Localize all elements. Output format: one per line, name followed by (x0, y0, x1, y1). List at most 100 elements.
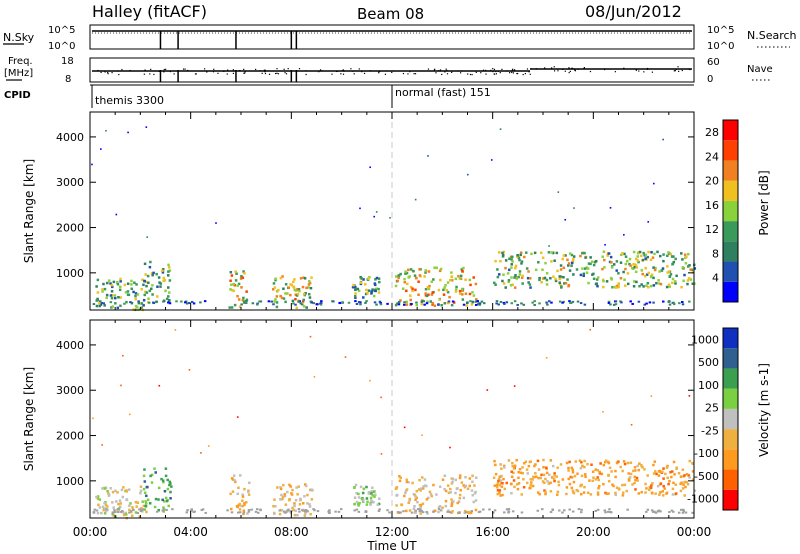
near-range-cell (354, 300, 357, 303)
echo-cell-6 (636, 259, 640, 262)
echo-cell-5 (454, 290, 458, 293)
power-colorbar-label: Power [dB] (757, 170, 771, 235)
echo-cell-5 (466, 487, 470, 491)
echo-cell-1 (150, 287, 153, 291)
echo-cell-3 (275, 305, 279, 309)
echo-cell-6 (510, 258, 513, 261)
echo-cell-6 (673, 280, 677, 283)
echo-cell-4 (356, 287, 360, 291)
echo-cell-6 (529, 483, 532, 487)
power-ylabel: Slant Range [km] (22, 159, 36, 263)
echo-cell-6 (681, 266, 685, 269)
near-range-cell (298, 510, 301, 513)
echo-cell-2 (243, 301, 246, 304)
echo-cell-0 (134, 500, 138, 504)
echo-cell-5 (443, 286, 446, 289)
echo-cell-4 (353, 485, 356, 489)
echo-cell-3 (291, 488, 294, 492)
echo-cell-5 (414, 495, 417, 498)
echo-cell-6 (632, 250, 636, 254)
echo-cell-5 (427, 287, 431, 291)
echo-cell-5 (454, 277, 458, 281)
echo-cell-3 (310, 488, 313, 491)
nave-dot (100, 71, 102, 74)
echo-cell-5 (430, 293, 434, 296)
echo-cell-2 (241, 276, 245, 279)
echo-cell-0 (139, 492, 142, 495)
near-range-cell (180, 300, 183, 303)
nave-dot (369, 70, 372, 72)
echo-cell-6 (652, 266, 655, 269)
echo-cell-4 (374, 493, 377, 496)
echo-cell-6 (648, 488, 651, 492)
echo-cell-6 (683, 474, 686, 477)
echo-cell-1 (159, 282, 163, 285)
near-range-cell (551, 508, 554, 511)
echo-cell-6 (517, 482, 521, 485)
echo-cell-6 (494, 259, 497, 263)
echo-cell-6 (567, 262, 571, 265)
echo-cell-4 (374, 283, 377, 287)
y-tick-label-1: 2000 (56, 430, 84, 443)
echo-cell-6 (540, 251, 543, 255)
echo-cell-6 (633, 481, 636, 485)
echo-cell-3 (292, 508, 296, 512)
echo-cell-6 (652, 463, 655, 467)
nave-dot (264, 72, 267, 75)
echo-cell-6 (631, 483, 634, 486)
near-range-cell (580, 508, 583, 511)
echo-cell-1 (147, 281, 150, 285)
near-range-cell (282, 510, 286, 513)
colorbar-tick-3: 25 (705, 402, 719, 415)
echo-cell-4 (361, 498, 365, 501)
near-range-cell (226, 509, 229, 512)
echo-cell-6 (637, 260, 640, 264)
colorbar-tick-0: 1000 (691, 333, 719, 346)
near-range-cell (443, 302, 447, 305)
near-range-cell (458, 511, 461, 514)
colorbar-cell-4 (723, 408, 738, 430)
echo-cell-0 (135, 505, 138, 508)
echo-cell-1 (160, 477, 163, 481)
echo-cell-0 (139, 489, 143, 493)
near-range-cell (421, 511, 425, 514)
echo-cell-6 (596, 276, 600, 279)
echo-cell-0 (106, 489, 109, 493)
sparse-cell (344, 356, 347, 358)
near-range-cell (670, 509, 674, 512)
colorbar-tick-5: -100 (694, 447, 719, 460)
nave-dot (413, 73, 415, 75)
nave-dot (467, 73, 469, 75)
echo-cell-4 (367, 289, 371, 292)
echo-cell-6 (605, 492, 609, 496)
nave-dot (117, 70, 119, 72)
near-range-cell (495, 300, 499, 303)
nave-dot (217, 72, 219, 74)
echo-cell-6 (507, 459, 511, 462)
echo-cell-0 (119, 285, 122, 289)
echo-cell-5 (394, 284, 398, 288)
echo-cell-6 (669, 252, 673, 256)
near-range-cell (414, 509, 418, 512)
echo-cell-1 (167, 295, 170, 298)
nave-dot (435, 72, 437, 74)
near-range-cell (132, 509, 135, 512)
nave-dot (535, 68, 537, 70)
nave-dot (511, 69, 513, 71)
echo-cell-6 (518, 467, 522, 471)
near-range-cell (129, 301, 132, 304)
echo-cell-0 (136, 293, 140, 296)
near-range-cell (637, 300, 641, 303)
echo-cell-5 (427, 270, 431, 273)
echo-cell-6 (555, 251, 559, 255)
near-range-cell (681, 511, 685, 514)
echo-cell-6 (640, 269, 644, 272)
echo-cell-5 (420, 302, 424, 306)
echo-cell-1 (160, 269, 164, 273)
echo-cell-6 (538, 276, 541, 280)
nave-dot (285, 73, 288, 75)
echo-cell-6 (664, 472, 667, 476)
echo-cell-6 (607, 492, 610, 495)
echo-cell-5 (461, 289, 465, 292)
